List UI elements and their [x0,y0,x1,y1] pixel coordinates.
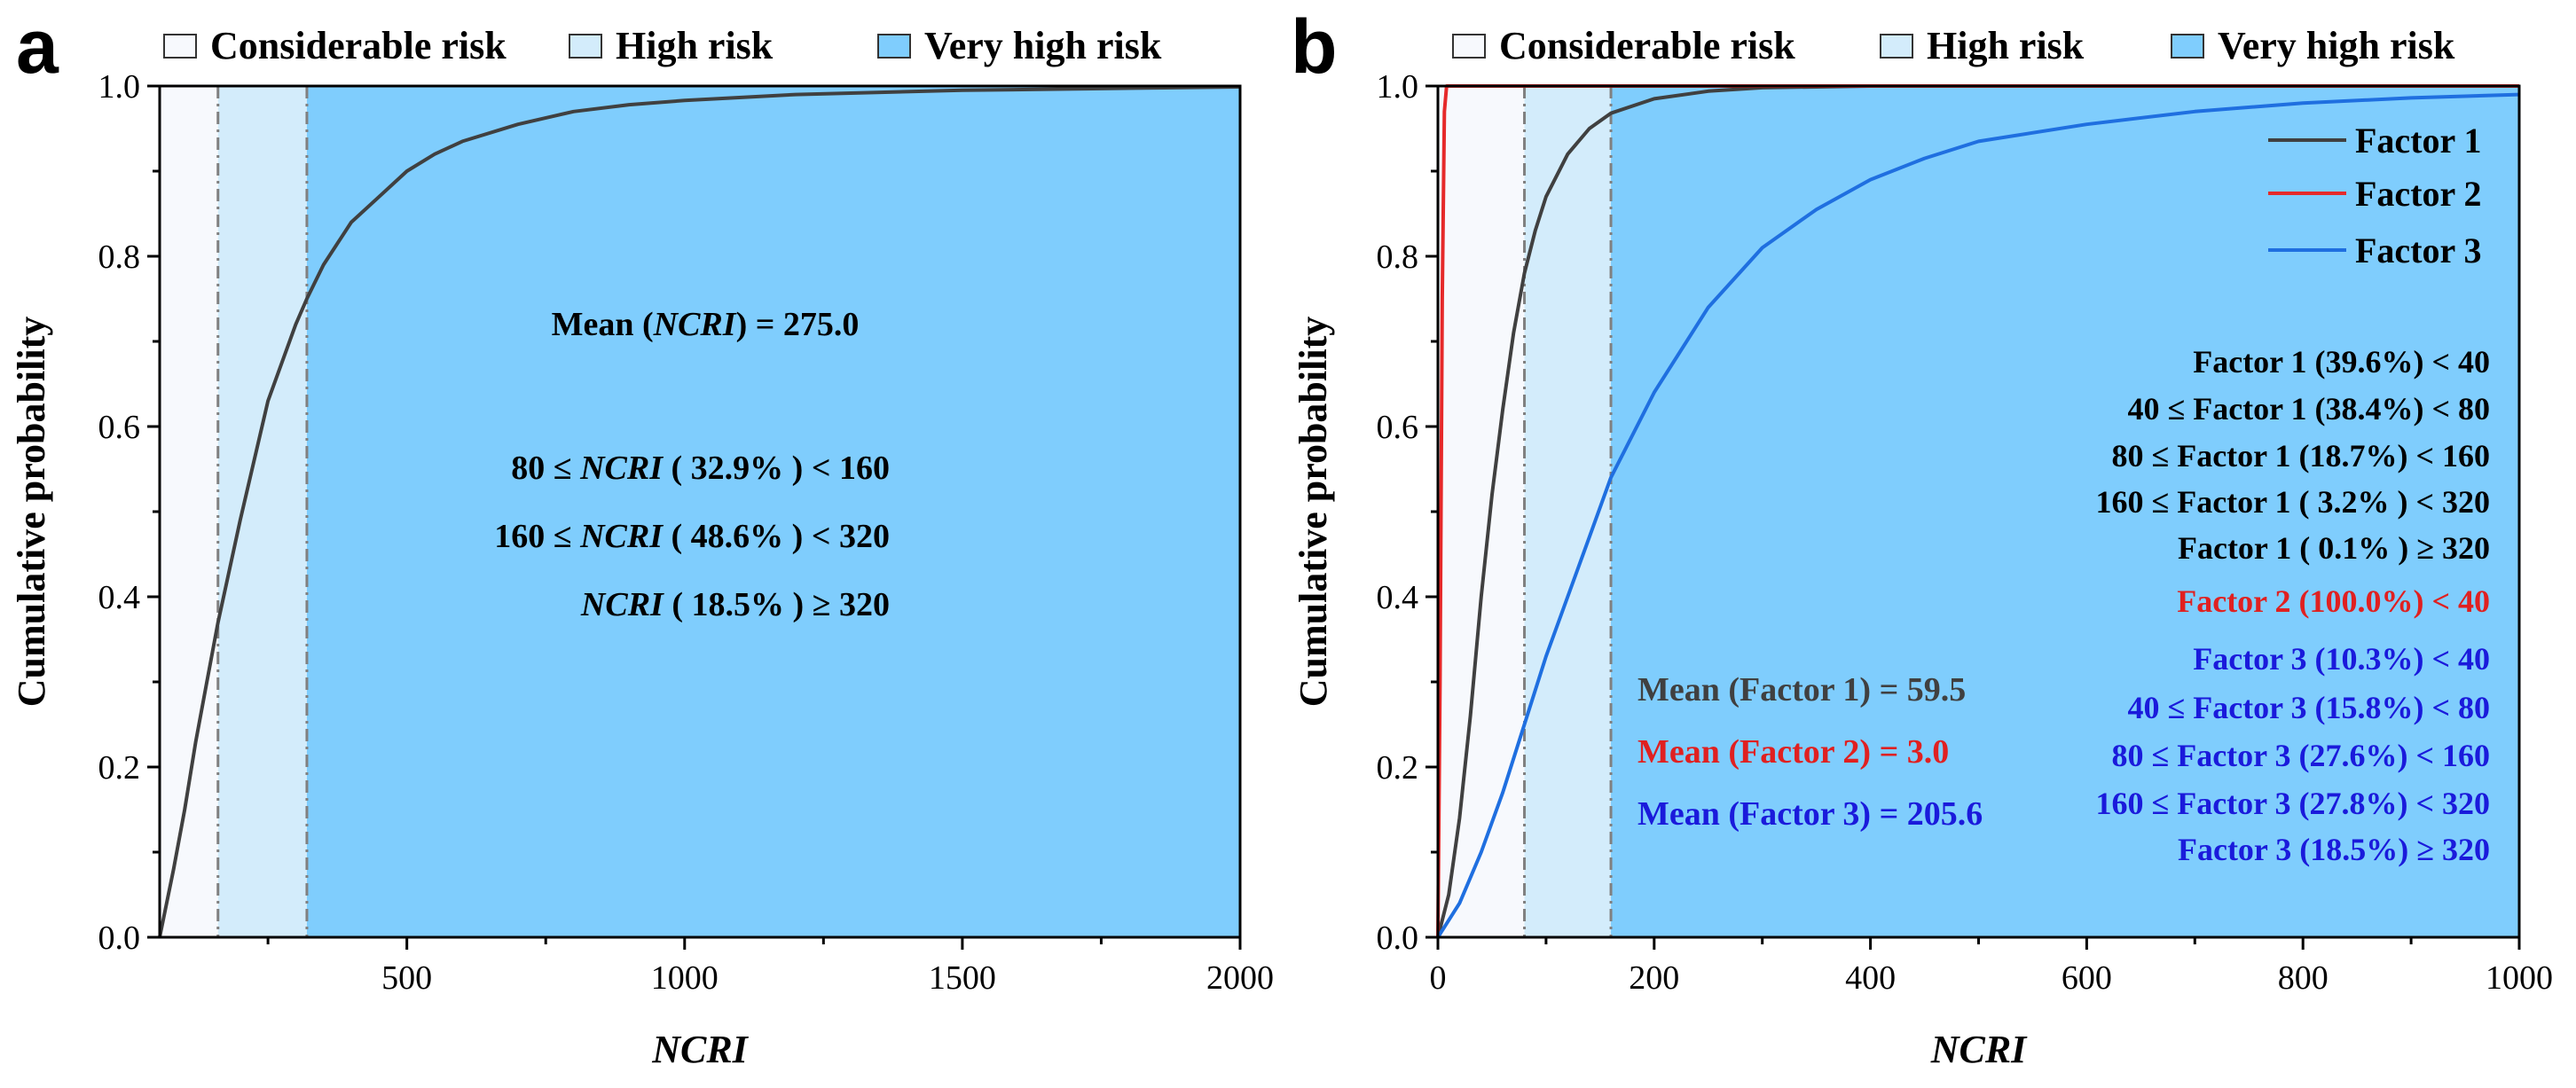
x-tick-label: 0 [1430,959,1447,997]
legend-label: Considerable risk [210,24,507,67]
x-tick-label: 800 [2278,959,2329,997]
legend-label: High risk [616,24,774,67]
y-ticks-b: 0.0 0.2 0.4 0.6 0.8 1.0 [1377,68,1438,957]
legend-swatch [163,34,197,59]
x-tick-label: 2000 [1206,959,1274,997]
y-tick-label: 0.6 [1377,409,1419,446]
legend-label: Very high risk [2218,24,2455,67]
y-tick-label: 1.0 [1377,68,1419,106]
x-tick-label: 1500 [929,959,996,997]
risk-bands-b [1438,86,2519,937]
band-high-risk [1524,86,1612,937]
series-legend-label: Factor 3 [2355,231,2482,270]
y-tick-label: 1.0 [98,68,141,106]
annotation-text: Mean (NCRI) = 275.0 [552,306,860,343]
y-ticks-a: 0.0 0.2 0.4 0.6 0.8 1.0 [98,68,160,957]
percent-annotation: Factor 3 (18.5%) ≥ 320 [2178,832,2490,867]
series-line-factor-3 [1436,92,2520,939]
panel-a: a 500 1000 1500 2000 0.0 0.2 0.4 0.6 0.8 1.0 Con… [10,4,1274,1071]
band-considerable-risk [1438,86,1525,937]
band-legend-a: Considerable risk High risk Very high risk [163,24,1162,67]
x-tick-label: 1000 [2486,959,2553,997]
y-tick-label: 0.8 [98,239,141,276]
percent-annotation: 160 ≤ Factor 3 (27.8%) < 320 [2095,786,2490,821]
annotations-b: Factor 1 (39.6%) < 40 40 ≤ Factor 1 (38.4… [2095,344,2490,867]
legend-label: High risk [1927,24,2085,67]
legend-swatch [877,34,911,59]
percent-annotation: Factor 1 ( 0.1% ) ≥ 320 [2178,530,2490,566]
y-tick-label: 0.4 [98,579,141,616]
y-axis-label-a: Cumulative probability [10,317,53,707]
band-legend-b: Considerable risk High risk Very high risk [1452,24,2455,67]
percent-annotation: 160 ≤ Factor 1 ( 3.2% ) < 320 [2095,484,2490,520]
y-tick-label: 0.4 [1377,579,1419,616]
y-tick-label: 0.0 [98,920,141,957]
y-axis-label-b: Cumulative probability [1292,317,1335,707]
series-a [158,85,1241,938]
legend-swatch [569,34,602,59]
panel-letter-a: a [16,4,59,90]
percent-annotation: 40 ≤ Factor 3 (15.8%) < 80 [2127,690,2490,725]
y-tick-label: 0.0 [1377,920,1419,957]
legend-swatch [1880,34,1913,59]
mean-annotation: Mean (Factor 3) = 205.6 [1637,795,1983,833]
x-tick-label: 200 [1629,959,1679,997]
y-tick-label: 0.2 [1377,749,1419,787]
means-b: Mean (Factor 1) = 59.5 Mean (Factor 2) = … [1637,671,1983,833]
annotation-text: NCRI ( 18.5% ) ≥ 320 [580,586,890,623]
series-legend-b: Factor 1 Factor 2 Factor 3 [2268,121,2482,270]
series-legend-label: Factor 1 [2355,121,2482,160]
percent-annotation: Factor 1 (39.6%) < 40 [2193,344,2490,380]
percent-annotation: Factor 2 (100.0%) < 40 [2177,583,2490,619]
annotations-a: Mean (NCRI) = 275.0 80 ≤ NCRI ( 32.9% ) <… [494,306,890,623]
mean-annotation: Mean (Factor 2) = 3.0 [1637,733,1949,771]
band-high-risk [217,86,307,937]
panel-b: b 0 200 400 600 800 1000 0.0 0.2 0.4 0.6 0.8 1.0 C… [1291,4,2553,1071]
percent-annotation: 80 ≤ Factor 3 (27.6%) < 160 [2111,738,2490,773]
series-legend-label: Factor 2 [2355,174,2482,214]
percent-annotation: Factor 3 (10.3%) < 40 [2193,641,2490,677]
annotation-text: 80 ≤ NCRI ( 32.9% ) < 160 [511,450,890,487]
x-tick-label: 600 [2062,959,2112,997]
x-tick-label: 500 [381,959,432,997]
band-very-high-risk [1611,86,2519,937]
y-tick-label: 0.8 [1377,239,1419,276]
y-tick-label: 0.2 [98,749,141,787]
legend-label: Considerable risk [1499,24,1795,67]
x-ticks-a: 500 1000 1500 2000 [266,937,1274,997]
series-line-factor-1 [1436,84,2519,938]
legend-swatch [2171,34,2204,59]
band-considerable-risk [160,86,218,937]
mean-annotation: Mean (Factor 1) = 59.5 [1637,671,1966,708]
x-tick-label: 1000 [651,959,719,997]
x-tick-label: 400 [1845,959,1896,997]
panel-letter-b: b [1291,4,1338,90]
percent-annotation: 80 ≤ Factor 1 (18.7%) < 160 [2111,438,2490,474]
x-ticks-b: 0 200 400 600 800 1000 [1430,937,2553,997]
risk-bands-a [160,86,1240,937]
series-line-ncri [158,85,1241,938]
x-axis-label-a: NCRI [651,1028,749,1071]
band-very-high-risk [306,86,1240,937]
annotation-text: 160 ≤ NCRI ( 48.6% ) < 320 [494,518,890,555]
percent-annotation: 40 ≤ Factor 1 (38.4%) < 80 [2127,391,2490,427]
x-axis-label-b: NCRI [1930,1028,2028,1071]
legend-label: Very high risk [924,24,1162,67]
y-tick-label: 0.6 [98,409,141,446]
legend-swatch [1452,34,1486,59]
